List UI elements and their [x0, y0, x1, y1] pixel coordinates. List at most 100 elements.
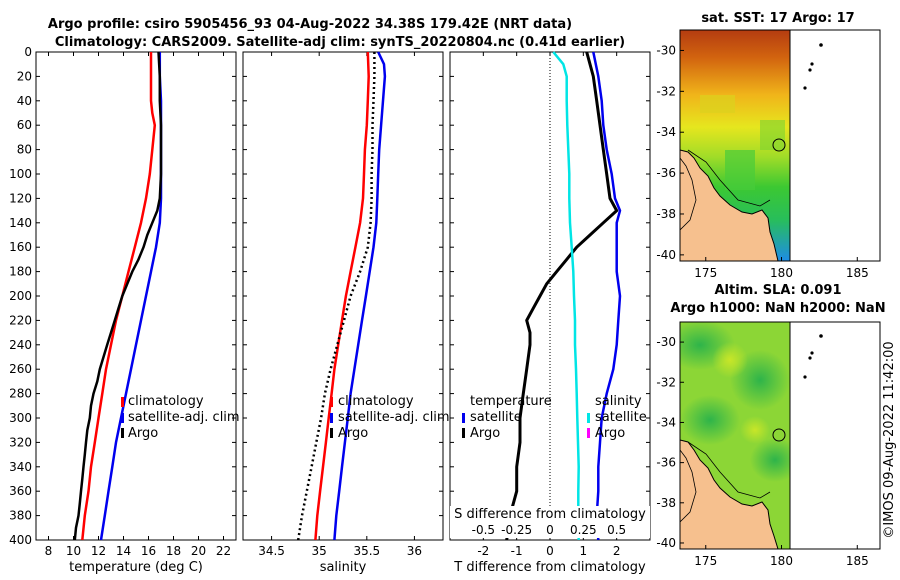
map-x-tick-label: 185: [846, 266, 869, 280]
x-tick-label: 18: [166, 544, 181, 558]
island: [803, 86, 807, 90]
map-y-tick-label: -36: [656, 166, 676, 180]
salinity-x-ticks: 34.5 35 35.5 36: [258, 52, 422, 558]
island: [810, 351, 814, 355]
x-tick-label: 36: [407, 544, 422, 558]
x-tick-label: 16: [141, 544, 156, 558]
map-y-tick-label: -36: [656, 456, 676, 470]
kermadec-islands: [803, 43, 823, 90]
x-tick-label: 10: [66, 544, 81, 558]
difference-lines: [505, 51, 622, 541]
sst-map-title: sat. SST: 17 Argo: 17: [701, 11, 854, 26]
series-line-argo: [296, 52, 376, 541]
sla-blob: [680, 395, 740, 445]
y-tick-label: 340: [9, 460, 32, 474]
map-x-tick-label: 185: [846, 554, 869, 568]
y-tick-label: 280: [9, 387, 32, 401]
y-tick-label: 180: [9, 265, 32, 279]
legend-salinity-title: salinity: [595, 394, 642, 409]
legend-t-argo-swatch: [462, 428, 465, 438]
series-line-t-satellite: [592, 51, 622, 541]
x-tick-label: 1: [580, 544, 588, 558]
x-tick-label: -1: [511, 544, 523, 558]
sst-patch: [725, 150, 755, 190]
s-diff-label-bg: [450, 506, 650, 538]
sla-blob: [712, 342, 748, 378]
x-tick-label: -2: [477, 544, 489, 558]
legend-s-satellite-swatch: [587, 413, 590, 423]
new-zealand-land: [680, 149, 779, 261]
s-tick-label: -0.25: [501, 523, 532, 537]
x-tick-label: 2: [613, 544, 621, 558]
y-tick-label: 80: [17, 143, 32, 157]
s-tick-label: 0: [546, 523, 554, 537]
temperature-panel: 0 20 40 60 80 100 120 140 160 180 200 220 240 260 280 3…: [9, 45, 240, 575]
sal-legend-satellite-swatch: [330, 413, 333, 423]
temperature-x-ticks: 8 10 12 14 16 18 20 22: [45, 52, 231, 558]
sst-map-panel: sat. SST: 17 Argo: 17 175 180 185 -30 -32 -34…: [656, 11, 881, 280]
y-tick-label: 220: [9, 313, 32, 327]
sla-map-panel: Altim. SLA: 0.091 Argo h1000: NaN h2000:…: [656, 283, 885, 568]
legend-satellite-swatch: [121, 413, 124, 423]
sst-map-outside: [789, 29, 881, 262]
sla-map-title-2: Argo h1000: NaN h2000: NaN: [670, 301, 885, 316]
legend-temperature-title: temperature: [470, 394, 552, 409]
sal-legend-satellite-label: satellite-adj. clim: [338, 410, 450, 425]
x-tick-label: 34.5: [258, 544, 285, 558]
legend-t-argo-label: Argo: [470, 426, 500, 441]
temperature-y-ticks: 0 20 40 60 80 100 120 140 160 180 200 220 240 260 280 3…: [9, 45, 236, 547]
sst-patch: [760, 120, 785, 150]
new-zealand-land: [680, 439, 779, 549]
y-tick-label: 20: [17, 69, 32, 83]
island: [803, 375, 807, 379]
map-y-tick-label: -40: [656, 536, 676, 550]
argo-float-marker: [772, 428, 786, 442]
map-x-tick-label: 175: [694, 554, 717, 568]
series-line-argo: [73, 51, 163, 541]
island: [819, 43, 823, 47]
map-x-tick-label: 180: [770, 554, 793, 568]
map-y-tick-label: -34: [656, 125, 676, 139]
sla-map-title-1: Altim. SLA: 0.091: [715, 283, 842, 298]
sal-legend-argo-label: Argo: [338, 426, 368, 441]
map-x-tick-label: 180: [770, 266, 793, 280]
temperature-xlabel: temperature (deg C): [69, 560, 203, 575]
x-tick-label: 0: [546, 544, 554, 558]
legend-s-satellite-label: satellite: [595, 410, 647, 425]
x-tick-label: 12: [91, 544, 106, 558]
series-line-t-argo: [505, 51, 619, 541]
salinity-panel: 34.5 35 35.5 36 salinity climatology satell…: [242, 51, 450, 575]
y-tick-label: 400: [9, 533, 32, 547]
y-tick-label: 60: [17, 118, 32, 132]
y-tick-label: 260: [9, 362, 32, 376]
difference-y-ticks: [450, 51, 650, 541]
map-y-tick-label: -30: [656, 335, 676, 349]
legend-s-argo-label: Argo: [595, 426, 625, 441]
sst-map-ticks: 175 180 185 -30 -32 -34 -36 -38 -40: [656, 43, 868, 280]
title-line-2: Climatology: CARS2009. Satellite-adj cli…: [55, 35, 625, 50]
island: [808, 356, 812, 360]
sla-blob: [740, 416, 770, 444]
legend-t-satellite-label: satellite: [470, 410, 522, 425]
coast-contour: [680, 157, 697, 231]
map-y-tick-label: -32: [656, 84, 676, 98]
y-tick-label: 240: [9, 338, 32, 352]
series-line-s-satellite: [552, 51, 580, 541]
map-x-tick-label: 175: [694, 266, 717, 280]
y-tick-label: 100: [9, 167, 32, 181]
island: [808, 68, 812, 72]
x-tick-label: 22: [216, 544, 231, 558]
x-tick-label: 8: [45, 544, 53, 558]
x-tick-label: 14: [116, 544, 131, 558]
legend-s-argo-swatch: [587, 428, 590, 438]
y-tick-label: 140: [9, 216, 32, 230]
series-line-climatology: [81, 52, 157, 541]
sal-legend-climatology-swatch: [330, 397, 333, 407]
kermadec-islands: [803, 334, 823, 379]
s-difference-label: S difference from climatology: [454, 507, 646, 522]
y-tick-label: 120: [9, 191, 32, 205]
series-line-climatology: [314, 51, 370, 541]
title-line-1: Argo profile: csiro 5905456_93 04-Aug-20…: [48, 17, 572, 32]
argo-float-marker: [772, 138, 786, 152]
